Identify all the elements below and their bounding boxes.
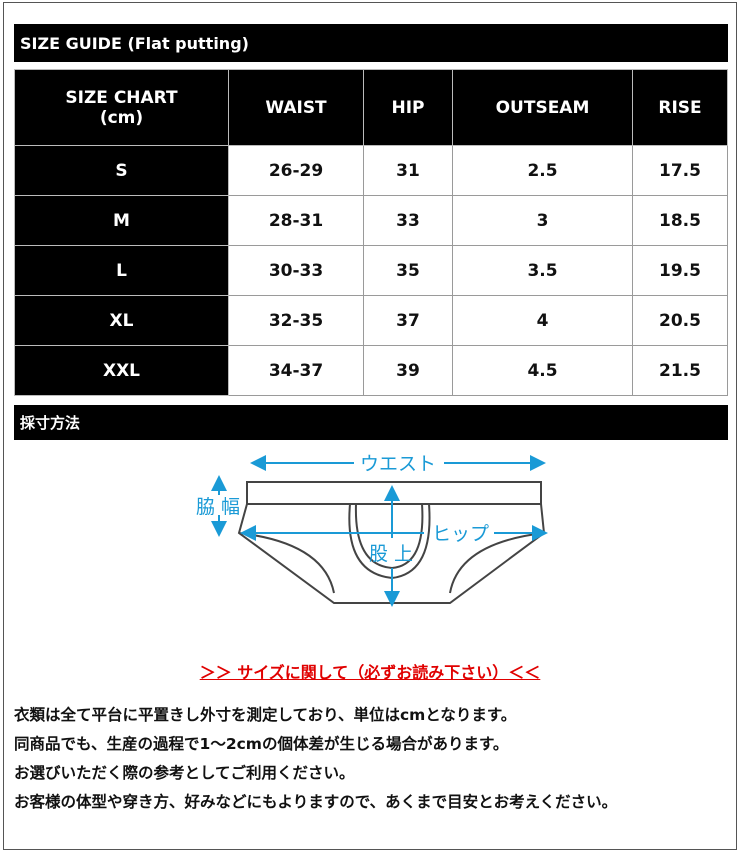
note-line-2: 同商品でも、生産の過程で1～2cmの個体差が生じる場合があります。 <box>14 735 509 753</box>
size-label-cell: M <box>14 195 229 246</box>
value-cell: 26-29 <box>228 145 364 196</box>
value-cell: 3.5 <box>452 245 633 296</box>
header-outseam: OUTSEAM <box>452 69 633 146</box>
value-cell: 21.5 <box>632 345 728 396</box>
table-row: XXL 34-37 39 4.5 21.5 <box>14 345 728 396</box>
measure-method-bar: 採寸方法 <box>14 405 728 440</box>
value-cell: 3 <box>452 195 633 246</box>
value-cell: 32-35 <box>228 295 364 346</box>
size-label-cell: XL <box>14 295 229 346</box>
table-row: S 26-29 31 2.5 17.5 <box>14 145 728 196</box>
header-hip: HIP <box>363 69 453 146</box>
header-size-chart: SIZE CHART (cm) <box>14 69 229 146</box>
value-cell: 30-33 <box>228 245 364 296</box>
note-line-3: お選びいただく際の参考としてご利用ください。 <box>14 764 355 782</box>
value-cell: 31 <box>363 145 453 196</box>
value-cell: 37 <box>363 295 453 346</box>
side-label: 脇 幅 <box>196 496 240 518</box>
value-cell: 17.5 <box>632 145 728 196</box>
header-waist: WAIST <box>228 69 364 146</box>
size-chart-table: SIZE CHART (cm) WAIST HIP OUTSEAM RISE S… <box>14 69 728 396</box>
value-cell: 18.5 <box>632 195 728 246</box>
hip-label: ヒップ <box>432 523 489 545</box>
size-label-cell: L <box>14 245 229 296</box>
value-cell: 4 <box>452 295 633 346</box>
measurement-diagram: ウエスト 脇 幅 ヒップ 股 上 <box>196 453 548 607</box>
value-cell: 20.5 <box>632 295 728 346</box>
size-guide-page: SIZE GUIDE (Flat putting) SIZE CHART (cm… <box>3 2 737 850</box>
size-guide-title-bar: SIZE GUIDE (Flat putting) <box>14 24 728 62</box>
value-cell: 33 <box>363 195 453 246</box>
waist-label: ウエスト <box>360 453 436 475</box>
table-row: L 30-33 35 3.5 19.5 <box>14 245 728 296</box>
size-label-cell: XXL <box>14 345 229 396</box>
rise-label: 股 上 <box>369 543 413 565</box>
size-label-cell: S <box>14 145 229 196</box>
size-notice-link[interactable]: ＞＞ サイズに関して（必ずお読み下さい）＜＜ <box>199 663 541 682</box>
value-cell: 2.5 <box>452 145 633 196</box>
value-cell: 4.5 <box>452 345 633 396</box>
header-rise: RISE <box>632 69 728 146</box>
note-line-4: お客様の体型や穿き方、好みなどにもよりますので、あくまで目安とお考えください。 <box>14 793 618 811</box>
table-row: M 28-31 33 3 18.5 <box>14 195 728 246</box>
note-line-1: 衣類は全て平台に平置きし外寸を測定しており、単位はcmとなります。 <box>14 706 517 724</box>
table-header-row: SIZE CHART (cm) WAIST HIP OUTSEAM RISE <box>14 69 728 146</box>
value-cell: 34-37 <box>228 345 364 396</box>
value-cell: 39 <box>363 345 453 396</box>
value-cell: 35 <box>363 245 453 296</box>
table-row: XL 32-35 37 4 20.5 <box>14 295 728 346</box>
value-cell: 19.5 <box>632 245 728 296</box>
value-cell: 28-31 <box>228 195 364 246</box>
